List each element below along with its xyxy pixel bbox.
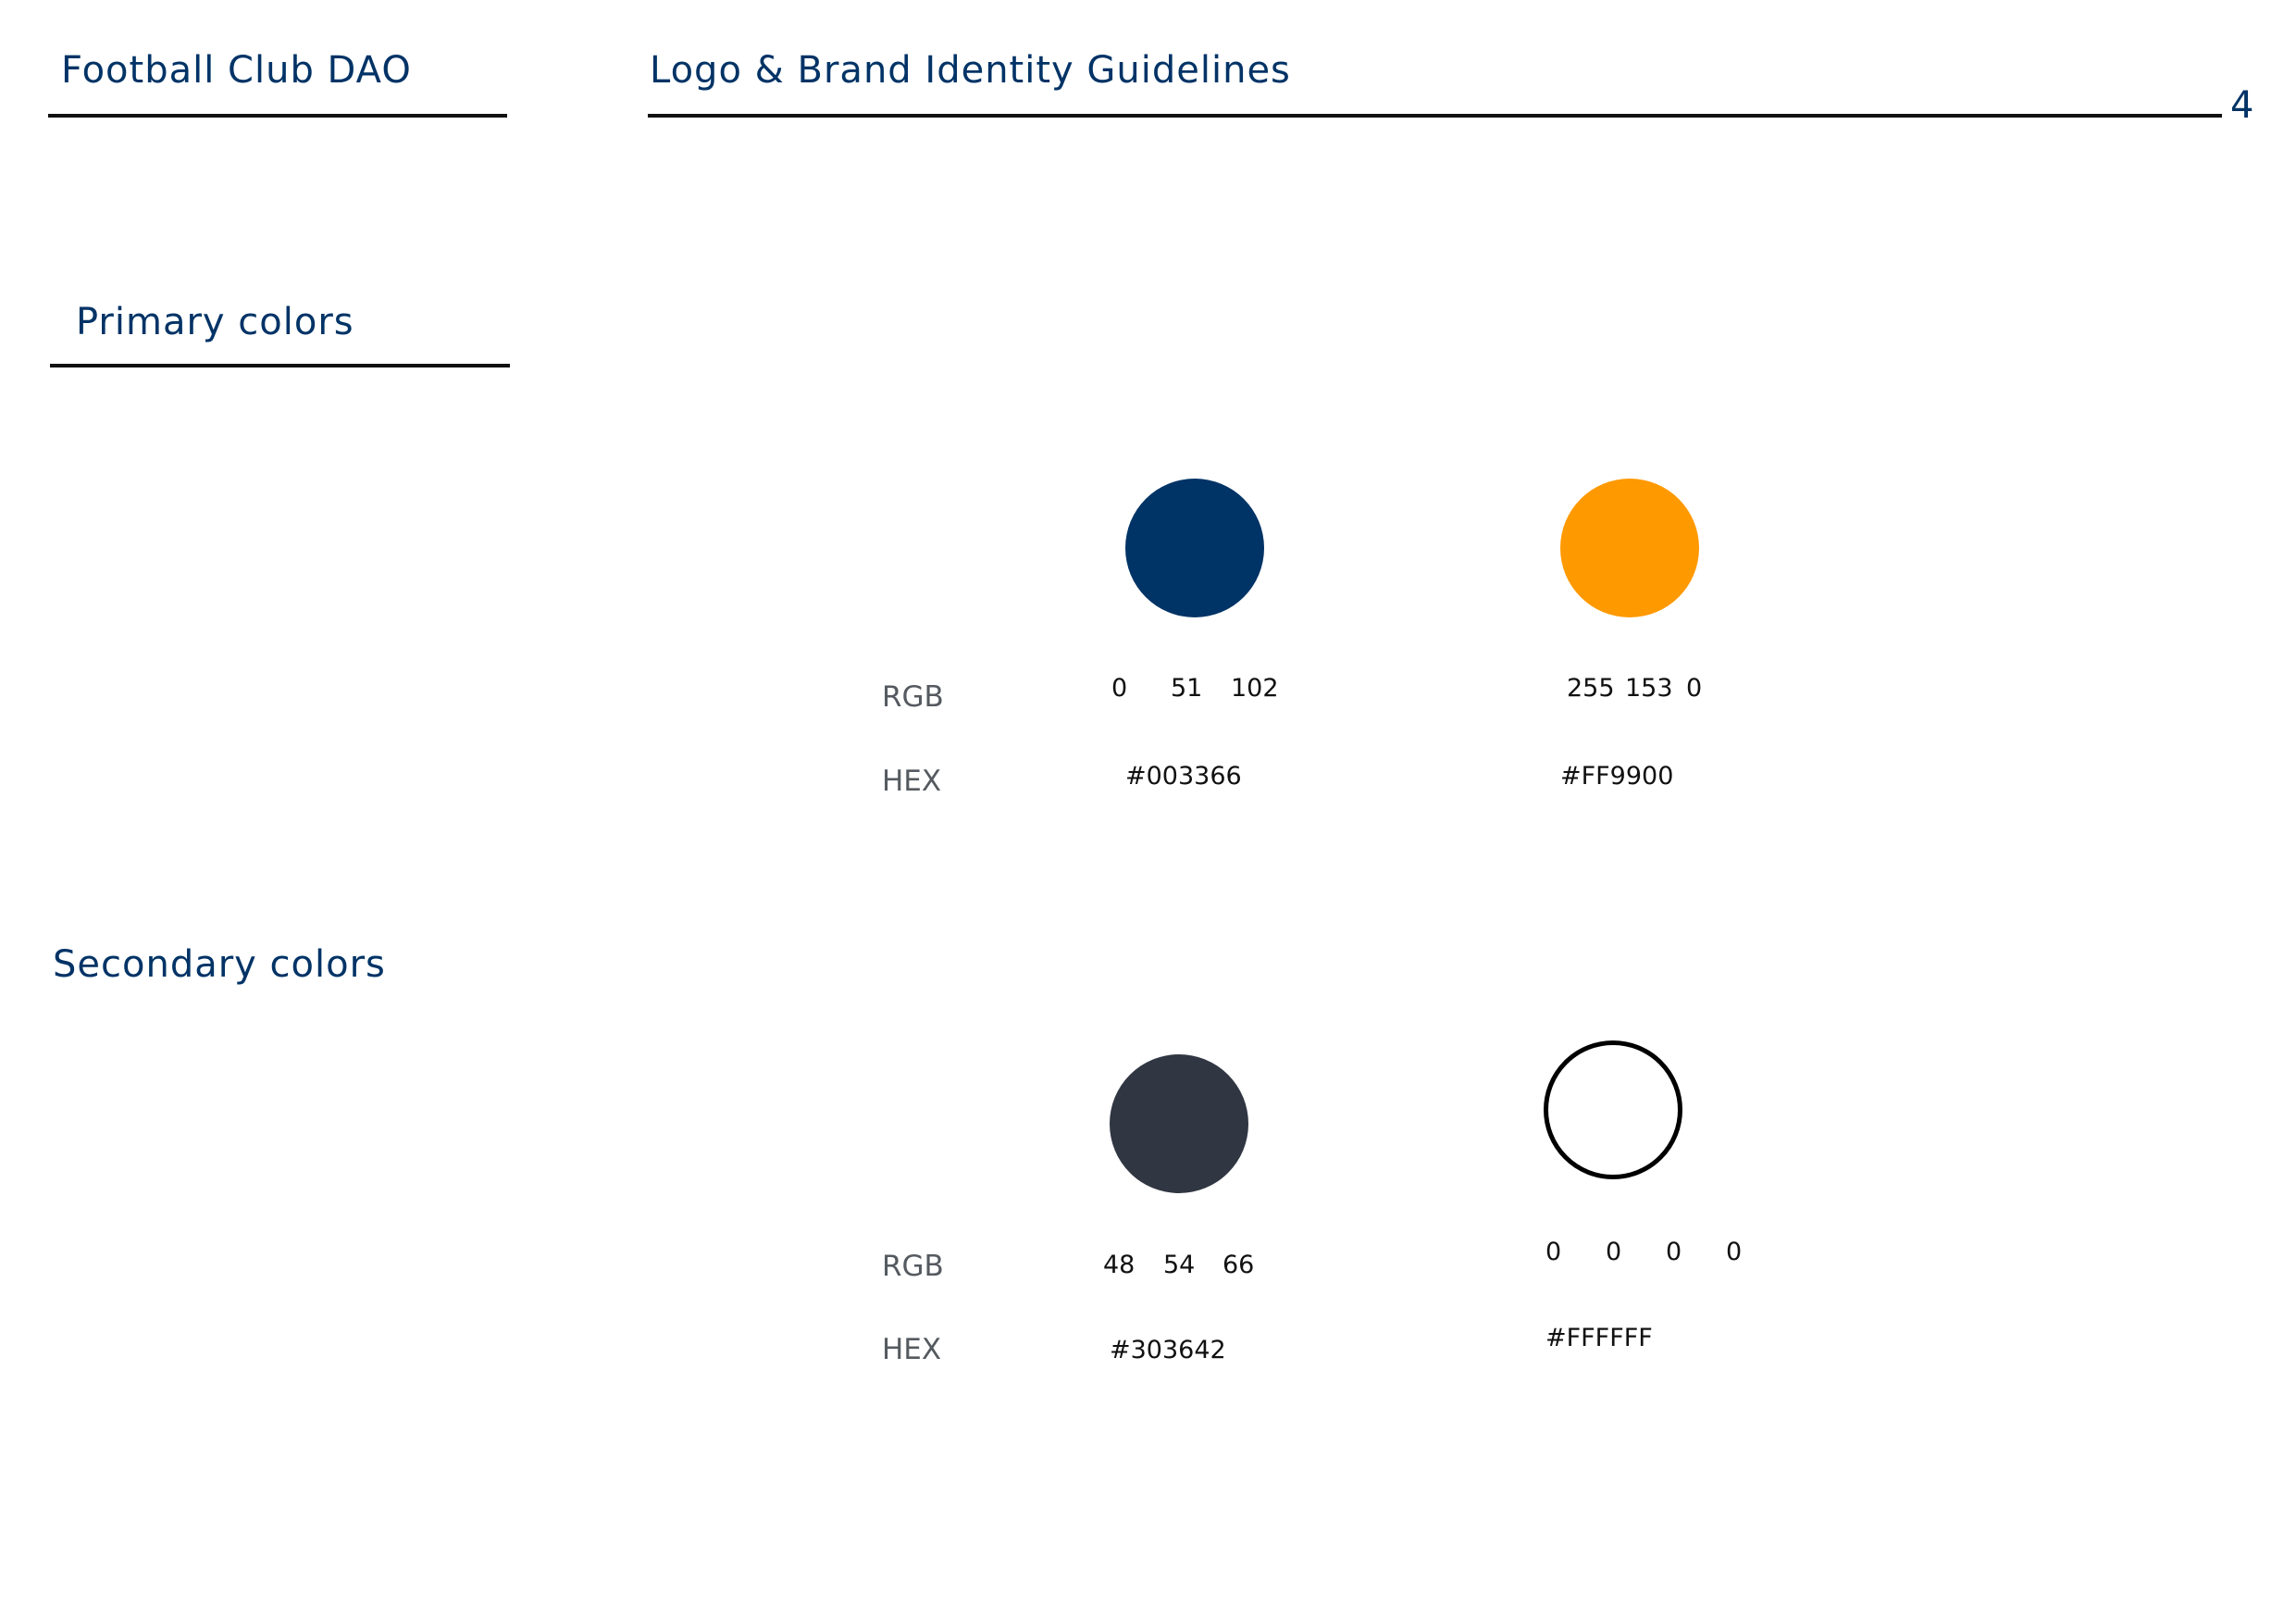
swatch-charcoal bbox=[1110, 1054, 1248, 1193]
title-underline bbox=[648, 114, 2222, 118]
brand-name-underline bbox=[48, 114, 507, 118]
secondary-hex-label: HEX bbox=[882, 1333, 942, 1366]
charcoal-rgb-r: 48 bbox=[1103, 1251, 1136, 1279]
navy-rgb-g: 51 bbox=[1171, 674, 1203, 703]
primary-rgb-label: RGB bbox=[882, 680, 944, 714]
charcoal-rgb-g: 54 bbox=[1163, 1251, 1196, 1279]
white-value-4: 0 bbox=[1726, 1238, 1743, 1266]
navy-rgb-r: 0 bbox=[1111, 674, 1128, 703]
brand-name: Football Club DAO bbox=[61, 49, 412, 92]
navy-rgb-b: 102 bbox=[1231, 674, 1279, 703]
secondary-rgb-label: RGB bbox=[882, 1250, 944, 1283]
white-value-3: 0 bbox=[1666, 1238, 1682, 1266]
orange-rgb-b: 0 bbox=[1686, 674, 1703, 703]
swatch-navy bbox=[1125, 479, 1264, 617]
orange-hex: #FF9900 bbox=[1560, 762, 1674, 791]
primary-hex-label: HEX bbox=[882, 765, 942, 798]
white-hex: #FFFFFF bbox=[1545, 1324, 1653, 1352]
document-title: Logo & Brand Identity Guidelines bbox=[650, 49, 1291, 92]
page-number: 4 bbox=[2230, 84, 2254, 127]
navy-hex: #003366 bbox=[1125, 762, 1242, 791]
orange-rgb-r: 255 bbox=[1567, 674, 1615, 703]
charcoal-hex: #303642 bbox=[1110, 1336, 1226, 1364]
swatch-white bbox=[1544, 1040, 1682, 1179]
charcoal-rgb-b: 66 bbox=[1222, 1251, 1255, 1279]
orange-rgb-g: 153 bbox=[1625, 674, 1673, 703]
secondary-colors-title: Secondary colors bbox=[53, 943, 386, 986]
white-value-1: 0 bbox=[1545, 1238, 1562, 1266]
white-value-2: 0 bbox=[1606, 1238, 1622, 1266]
primary-colors-underline bbox=[50, 364, 510, 367]
primary-colors-title: Primary colors bbox=[76, 301, 354, 343]
swatch-orange bbox=[1560, 479, 1699, 617]
